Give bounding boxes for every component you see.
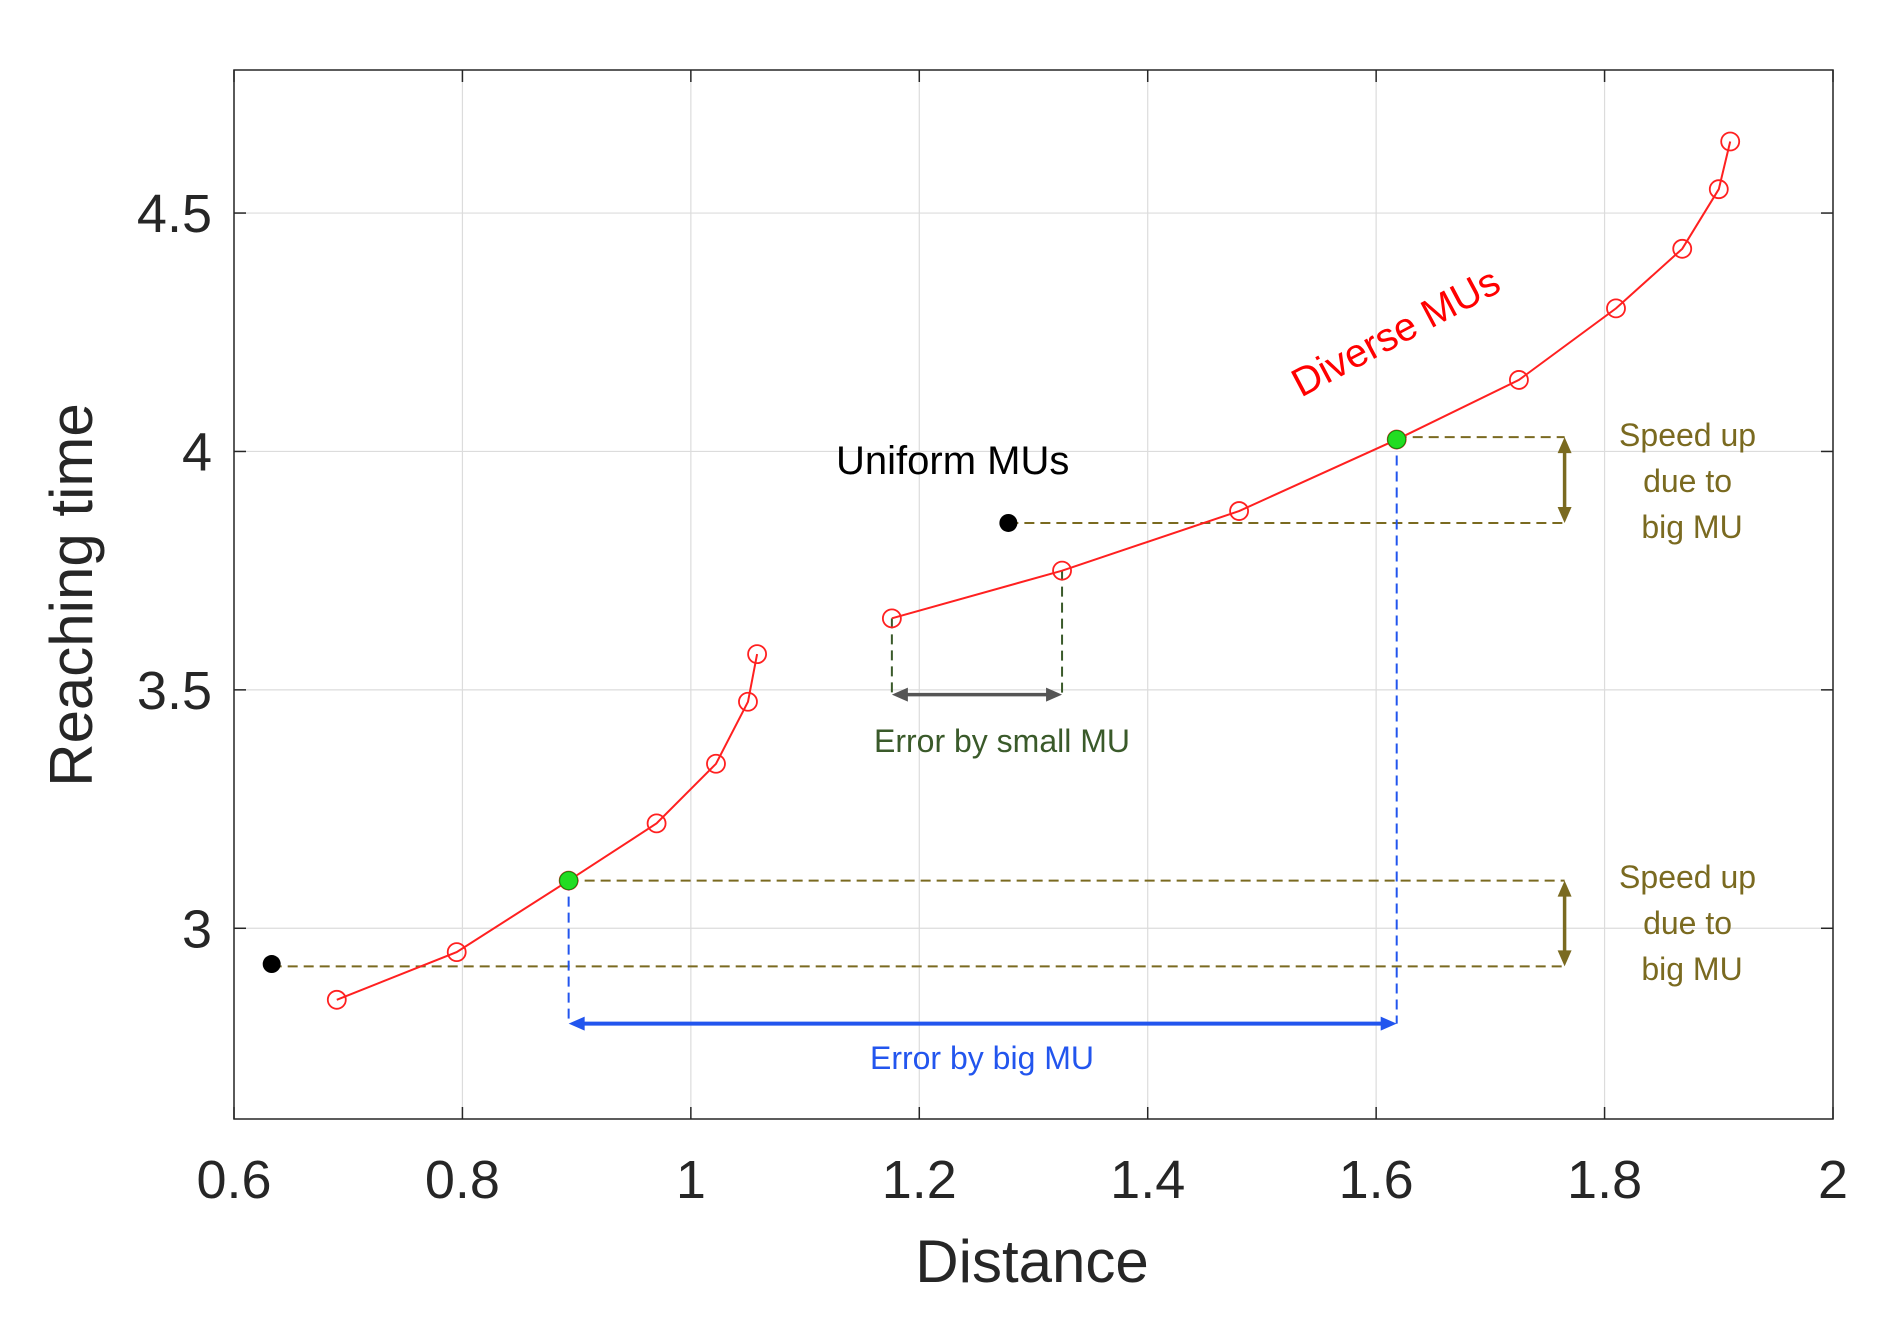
data-point-uniform <box>262 955 281 974</box>
annotation-speed-up-bottom-line: due to <box>1643 905 1732 941</box>
speed-up-bottom-arrow-head <box>1557 880 1572 897</box>
data-point-diverse <box>446 942 467 963</box>
x-axis-label: Distance <box>915 1228 1148 1295</box>
series-line-diverse <box>336 653 759 1001</box>
x-tick-label: 2 <box>1818 1150 1848 1210</box>
annotation-uniform-mus: Uniform MUs <box>836 439 1069 483</box>
data-point-diverse <box>1509 370 1529 390</box>
annotation-speed-up-bottom: Speed up due to big MU <box>1619 859 1765 987</box>
data-point-diverse <box>881 608 902 629</box>
special-points <box>262 430 1407 974</box>
axis-ticks: 0.6 0.8 1 1.2 1.4 1.6 1.8 2 3 3.5 4 4.5 <box>137 70 1848 1210</box>
data-point-diverse <box>1606 298 1626 319</box>
annotation-speed-up-top: Speed up due to big MU <box>1619 417 1765 545</box>
x-tick-label: 1.6 <box>1339 1150 1414 1210</box>
x-tick-label: 0.8 <box>425 1150 500 1210</box>
speed-up-top-arrow <box>1557 437 1572 523</box>
data-point-uniform <box>999 513 1018 532</box>
big-error-arrow-head <box>568 1016 585 1031</box>
big-error-arrow <box>568 1016 1397 1031</box>
x-tick-label: 1 <box>676 1150 706 1210</box>
annotation-speed-up-bottom-line: big MU <box>1641 951 1742 987</box>
x-tick-label: 1.2 <box>882 1150 957 1210</box>
big-error-arrow-head <box>1380 1016 1397 1031</box>
data-point-diverse <box>1720 131 1741 152</box>
speed-up-top-arrow-head <box>1557 506 1572 523</box>
speed-up-bottom-arrow <box>1557 880 1572 967</box>
annotation-error-small-mu: Error by small MU <box>874 723 1130 759</box>
small-error-arrow <box>891 687 1063 702</box>
annotation-diverse-mus: Diverse MUs <box>1285 259 1508 405</box>
annotation-speed-up-top-line: Speed up <box>1619 417 1756 453</box>
plot-frame <box>233 69 1834 1120</box>
annotation-speed-up-top-line: big MU <box>1641 509 1742 545</box>
annotation-guides <box>271 436 1572 1031</box>
data-point-diverse <box>706 753 726 774</box>
y-tick-label: 4 <box>182 422 212 482</box>
annotation-error-big-mu: Error by big MU <box>870 1040 1094 1076</box>
y-tick-label: 4.5 <box>137 184 212 244</box>
x-tick-label: 0.6 <box>196 1150 271 1210</box>
speed-up-top-arrow-head <box>1557 437 1572 454</box>
small-error-arrow-head <box>891 687 908 702</box>
data-point-diverse <box>1229 501 1249 521</box>
data-point-diverse <box>1672 238 1693 259</box>
data-point-diverse <box>738 691 758 712</box>
grid <box>233 70 1834 1119</box>
annotation-speed-up-bottom-line: Speed up <box>1619 859 1756 895</box>
data-point-diverse <box>326 989 347 1010</box>
data-point-diverse <box>1708 179 1729 200</box>
y-tick-label: 3.5 <box>137 661 212 721</box>
series-line-diverse <box>891 141 1732 620</box>
series-layer <box>326 131 1741 1010</box>
y-axis-label: Reaching time <box>38 403 105 787</box>
data-point-highlight <box>559 871 579 891</box>
x-tick-label: 1.4 <box>1110 1150 1185 1210</box>
data-point-diverse <box>646 813 667 834</box>
data-point-diverse <box>1052 560 1072 581</box>
speed-up-bottom-arrow-head <box>1557 950 1572 967</box>
data-point-diverse <box>747 644 768 665</box>
y-tick-label: 3 <box>182 899 212 959</box>
annotation-speed-up-top-line: due to <box>1643 463 1732 499</box>
x-tick-label: 1.8 <box>1567 1150 1642 1210</box>
small-error-arrow-head <box>1046 687 1063 702</box>
data-point-highlight <box>1387 430 1407 450</box>
